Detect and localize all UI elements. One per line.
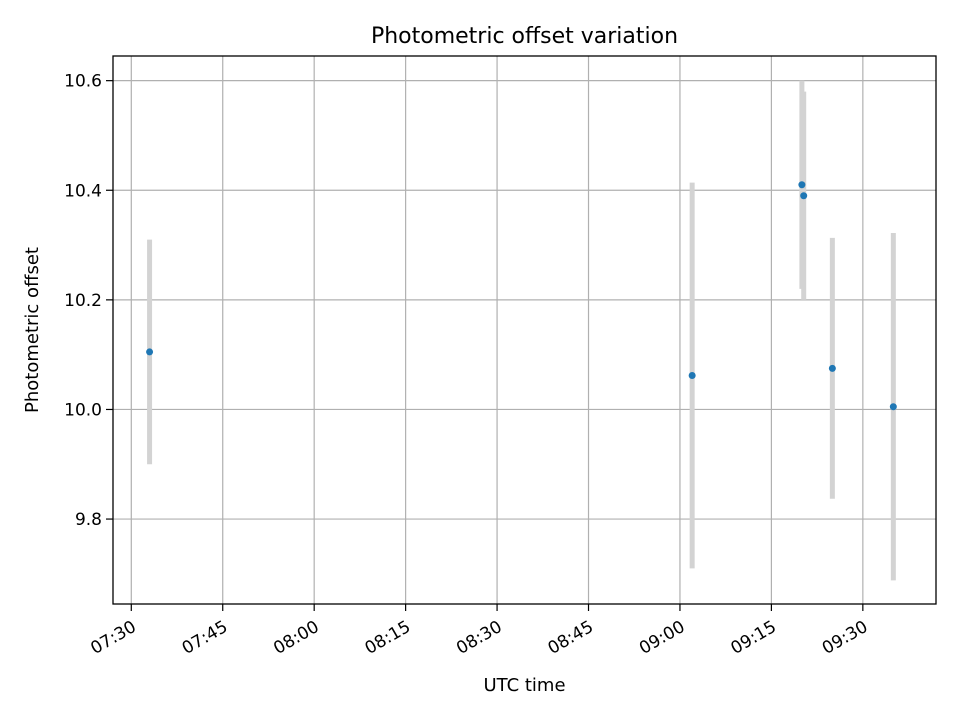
data-point [798,181,806,189]
x-tick-label: 08:45 [545,617,597,659]
x-tick-label: 09:00 [636,617,688,659]
y-axis-ticks: 9.8 10.0 10.2 10.4 10.6 [64,72,113,530]
data-point [828,364,836,372]
data-point [800,192,808,200]
x-tick-label: 08:00 [270,617,322,659]
y-tick-label: 10.0 [64,400,102,420]
x-tick-label: 09:30 [819,617,871,659]
x-tick-label: 07:30 [87,617,139,659]
x-tick-label: 07:45 [179,617,231,659]
plot-frame [112,55,937,605]
data-point [146,348,154,356]
x-tick-label: 09:15 [727,617,779,659]
grid-lines [113,56,936,604]
y-tick-label: 10.2 [64,291,102,311]
y-tick-label: 9.8 [75,510,102,530]
y-tick-label: 10.4 [64,181,102,201]
data-points [146,181,897,411]
x-axis-label: UTC time [483,675,565,696]
data-point [688,371,696,379]
data-point [889,403,897,411]
chart-title: Photometric offset variation [371,24,678,49]
error-bars [147,80,896,581]
x-axis-ticks: 07:30 07:45 08:00 08:15 08:30 08:45 09:00 09:15… [87,604,871,659]
x-tick-label: 08:30 [453,617,505,659]
y-tick-label: 10.6 [64,72,102,92]
x-tick-label: 08:15 [362,617,414,659]
y-axis-label: Photometric offset [22,247,43,413]
